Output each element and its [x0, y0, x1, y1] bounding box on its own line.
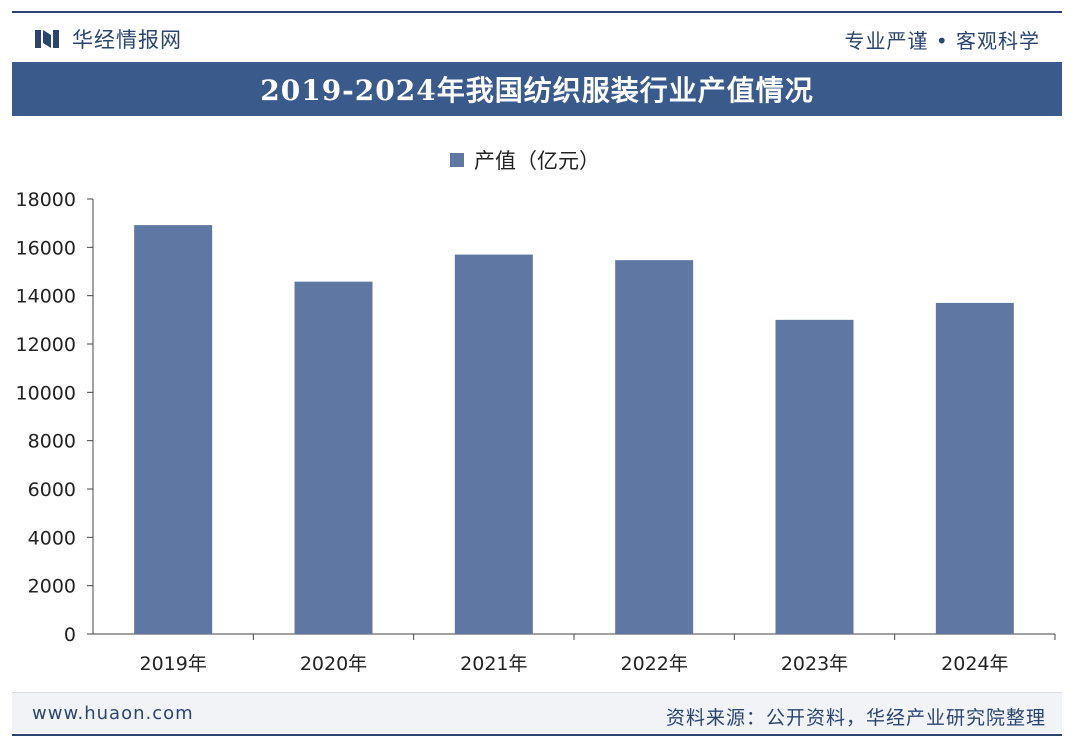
y-tick-label: 4000 [28, 527, 76, 549]
brand-name: 华经情报网 [72, 28, 182, 52]
bar-1 [294, 281, 373, 634]
bottom-rule [12, 734, 1062, 736]
legend-swatch [450, 153, 464, 167]
chart-title: 2019-2024年我国纺织服装行业产值情况 [260, 74, 814, 107]
y-tick-label: 6000 [28, 479, 76, 501]
footer-url[interactable]: www.huaon.com [32, 703, 194, 724]
brand: 华经情报网 [34, 24, 182, 54]
y-tick-label: 14000 [16, 286, 76, 308]
x-tick-label: 2022年 [620, 653, 687, 675]
top-rule [12, 11, 1062, 13]
y-tick-label: 10000 [16, 382, 76, 404]
y-tick-label: 0 [64, 624, 76, 646]
bar-4 [775, 319, 854, 634]
bar-2 [454, 254, 533, 635]
y-tick-label: 12000 [16, 334, 76, 356]
bar-5 [935, 302, 1014, 634]
slogan: 专业严谨 • 客观科学 [844, 29, 1040, 53]
x-tick-label: 2020年 [300, 653, 367, 675]
x-tick-label: 2023年 [781, 653, 848, 675]
y-tick-label: 8000 [28, 431, 76, 453]
brand-logo-icon [35, 30, 59, 48]
x-tick-label: 2021年 [460, 653, 527, 675]
y-tick-label: 18000 [16, 189, 76, 211]
legend: 产值（亿元） [450, 145, 600, 175]
x-tick-label: 2024年 [941, 653, 1008, 675]
y-tick-label: 16000 [16, 237, 76, 259]
x-tick-label: 2019年 [139, 653, 206, 675]
y-tick-label: 2000 [28, 576, 76, 598]
header: 华经情报网 专业严谨 • 客观科学 [12, 14, 1062, 60]
footer: www.huaon.com 资料来源：公开资料，华经产业研究院整理 [12, 692, 1062, 733]
bar-0 [134, 225, 213, 634]
footer-source: 资料来源：公开资料，华经产业研究院整理 [665, 707, 1046, 729]
title-bar: 2019-2024年我国纺织服装行业产值情况 [12, 62, 1062, 116]
legend-label: 产值（亿元） [474, 149, 600, 173]
bar-3 [615, 260, 694, 634]
